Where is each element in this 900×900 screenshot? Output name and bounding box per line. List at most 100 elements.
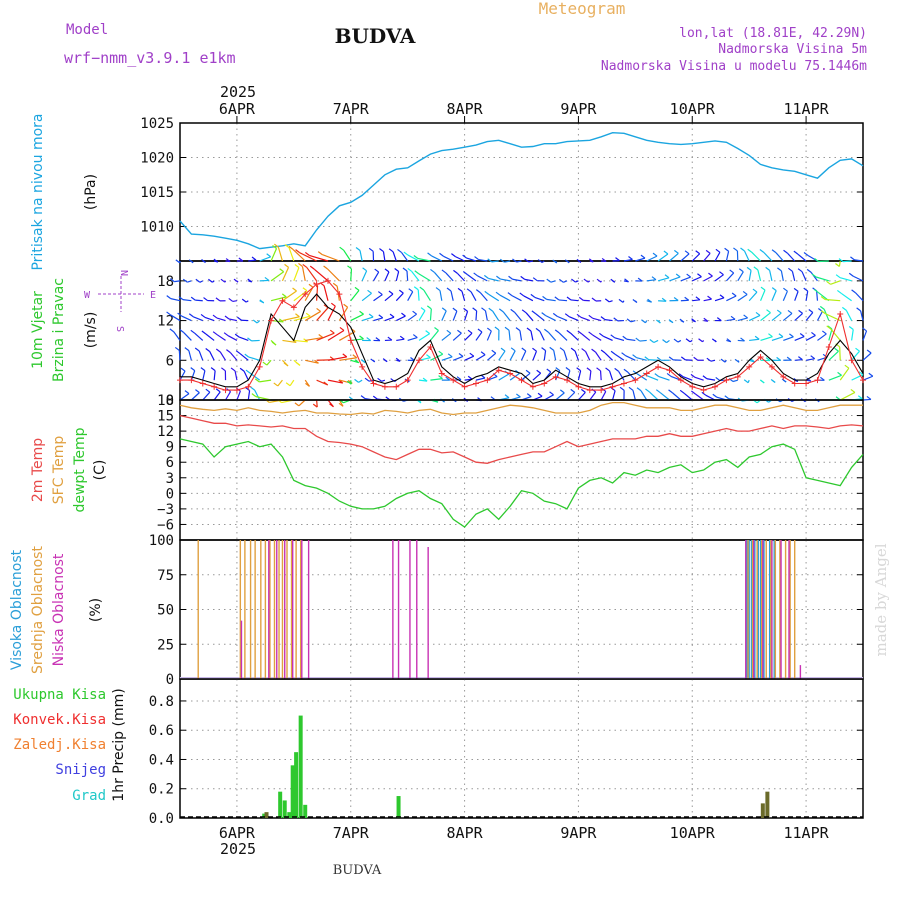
wind-barb: [546, 298, 556, 302]
wind-barb: [204, 316, 215, 322]
wind-barb: [475, 354, 486, 361]
wind-barb-flag: [339, 246, 345, 251]
precip-bar: [294, 752, 299, 818]
wind-speed-marker: [529, 383, 536, 390]
wind-barb-flag: [438, 375, 443, 380]
wind-barb: [666, 339, 670, 344]
wind-barb: [691, 253, 701, 262]
wind-barb-flag: [600, 349, 606, 354]
wind-barb: [677, 339, 682, 343]
wind-speed-marker: [495, 367, 502, 374]
wind-barb: [339, 331, 356, 341]
wind-barb: [632, 390, 636, 401]
wind-barb: [751, 251, 761, 262]
wind-barb: [603, 335, 613, 341]
wind-barb: [838, 260, 841, 267]
pressure-panel: 1010 1015 1020 1025: [140, 116, 864, 262]
y-tick-label: 25: [157, 637, 174, 653]
wind-barb: [411, 271, 420, 282]
wind-barb: [541, 260, 545, 264]
wind-barb: [395, 292, 404, 302]
wind-barb-flag: [474, 256, 479, 261]
wind-barb-flag: [729, 269, 735, 274]
wind-barb-flag: [564, 259, 570, 264]
wind-barb: [553, 350, 557, 361]
wind-barb-flag: [377, 291, 383, 296]
wind-barb-flag: [701, 391, 707, 396]
wind-barb: [293, 339, 308, 343]
wind-barb-flag: [541, 312, 547, 317]
wind-barb: [213, 391, 221, 401]
top-date-label: 6APR: [219, 100, 256, 118]
wind-barb-flag: [554, 329, 560, 334]
wind-barb-flag: [434, 326, 439, 331]
wind-barb: [361, 316, 374, 322]
wind-barb: [592, 334, 602, 341]
legend-precip-1: Konvek.Kisa: [13, 712, 106, 728]
precip-bar: [396, 796, 401, 818]
wind-barb-flag: [508, 275, 513, 280]
wind-barb-flag: [837, 371, 842, 376]
wind-barb: [649, 391, 659, 401]
y-tick-label: 0.2: [149, 782, 174, 798]
wind-barb-flag: [666, 372, 672, 377]
wind-barb-flag: [776, 309, 782, 314]
wind-barb-flag: [614, 367, 619, 372]
wind-barb-flag: [230, 367, 236, 372]
wind-barb: [316, 285, 319, 301]
wind-barb: [520, 350, 527, 361]
wind-barb: [528, 260, 534, 263]
wind-barb: [407, 336, 418, 342]
wind-barb-flag: [504, 394, 510, 399]
wind-speed-marker: [757, 353, 764, 360]
y-tick-label: 12: [157, 424, 174, 440]
wind-speed-marker: [381, 383, 388, 390]
wind-barb-flag: [803, 287, 809, 292]
wind-barb: [523, 295, 534, 302]
wind-speed-marker: [393, 383, 400, 390]
wind-barb-flag: [273, 243, 279, 248]
wind-barb: [539, 331, 545, 341]
precip-bar: [303, 804, 308, 818]
precip-bar: [760, 803, 765, 818]
wind-barb-flag: [184, 347, 190, 352]
wind-barb: [361, 292, 372, 302]
wind-barb: [170, 298, 181, 302]
wind-barb: [202, 370, 206, 381]
wind-barb-flag: [678, 373, 684, 378]
wind-barb: [509, 350, 516, 361]
wind-barb-flag: [537, 259, 543, 264]
model-label: Model: [66, 22, 108, 38]
wind-barb-flag: [302, 263, 308, 268]
wind-barb: [350, 290, 360, 302]
wind-barb-flag: [294, 402, 300, 407]
wind-barb: [568, 316, 579, 322]
wind-speed-marker: [370, 380, 377, 387]
wind-barb-flag: [203, 297, 208, 302]
wind-barb-flag: [420, 307, 426, 312]
wind-barb-flag: [571, 278, 576, 283]
wind-barb: [851, 329, 854, 341]
wind-barb-flag: [441, 307, 447, 312]
top-date-label: 9APR: [560, 100, 597, 118]
wind-barb-flag: [347, 265, 352, 270]
y-tick-label: 50: [157, 603, 174, 619]
wind-barb: [659, 392, 670, 401]
wind-speed-marker: [586, 387, 593, 394]
wind-barb: [339, 357, 357, 361]
wind-barb: [247, 390, 251, 401]
wind-barb: [657, 277, 670, 282]
wind-barb-flag: [610, 387, 616, 392]
wind-barb: [464, 355, 475, 361]
wind-barb-flag: [292, 287, 297, 292]
wind-barb-flag: [623, 368, 629, 373]
wind-barb: [839, 277, 852, 282]
wind-speed-marker: [256, 363, 263, 370]
wind-barb-flag: [680, 356, 686, 361]
wind-barb-flag: [388, 290, 394, 295]
wind-barb-flag: [329, 329, 335, 334]
wind-barb: [703, 252, 711, 262]
y-tick-label: 18: [157, 393, 174, 409]
wind-barb-flag: [740, 247, 745, 252]
wind-barb-flag: [375, 337, 381, 342]
